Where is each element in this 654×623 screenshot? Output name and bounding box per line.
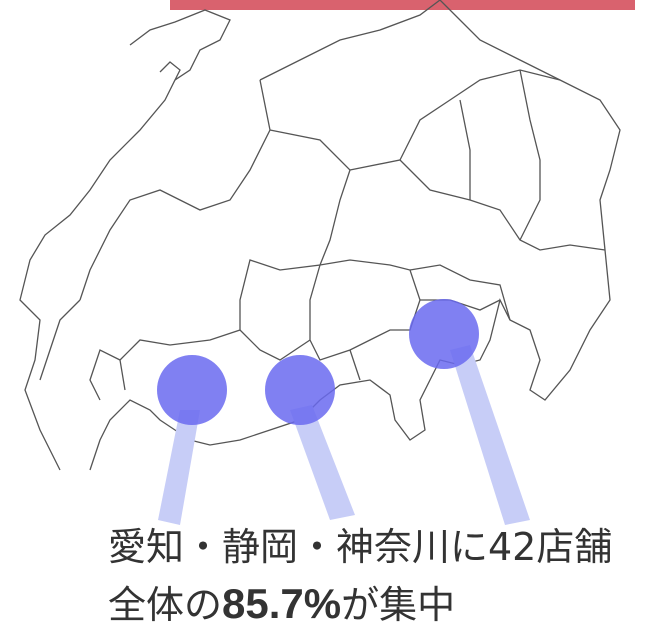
banner-strip — [170, 0, 635, 10]
beam — [450, 345, 530, 525]
caption-text: が集中 — [341, 583, 456, 623]
shizuoka-marker — [265, 355, 335, 425]
store-clusters — [157, 299, 479, 425]
beam — [290, 405, 355, 520]
caption-text: 全体の — [108, 583, 223, 623]
caption-line1: 愛知・静岡・神奈川に42店舗 — [108, 525, 613, 569]
highlight-beams — [158, 345, 530, 525]
beam — [158, 410, 200, 525]
aichi-marker — [157, 355, 227, 425]
caption-emphasis: 85.7% — [222, 580, 342, 623]
caption-line2: 全体の85.7%が集中 — [108, 583, 455, 623]
kanagawa-marker — [409, 299, 479, 369]
